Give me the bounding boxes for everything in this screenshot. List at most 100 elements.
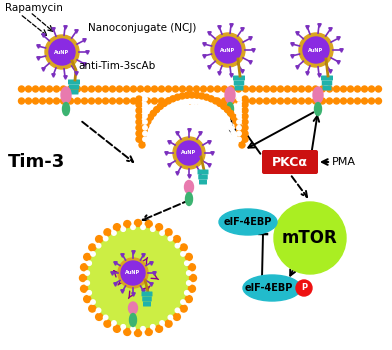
Circle shape [96,308,101,313]
Circle shape [136,131,142,137]
Circle shape [123,98,129,104]
Circle shape [354,98,361,104]
Circle shape [143,97,147,101]
Circle shape [118,258,148,288]
Circle shape [237,126,241,130]
FancyBboxPatch shape [143,301,151,307]
Circle shape [190,100,194,104]
Circle shape [225,119,230,123]
Circle shape [40,86,45,92]
Circle shape [305,98,312,104]
Circle shape [189,274,196,281]
Circle shape [145,98,151,104]
Text: Rapamycin: Rapamycin [5,3,63,13]
Circle shape [270,98,276,104]
Circle shape [341,86,347,92]
Circle shape [361,98,367,104]
Text: AuNP: AuNP [125,271,141,275]
Circle shape [151,227,155,231]
Circle shape [150,126,154,131]
Circle shape [233,118,239,125]
Circle shape [143,120,147,124]
Circle shape [147,139,151,143]
Circle shape [181,101,186,105]
FancyBboxPatch shape [69,84,79,90]
Circle shape [131,86,136,92]
Circle shape [187,281,191,285]
Circle shape [185,100,190,104]
FancyBboxPatch shape [233,76,245,80]
Circle shape [256,98,263,104]
Circle shape [298,86,305,92]
Circle shape [228,122,232,127]
Circle shape [45,35,79,69]
Circle shape [165,98,171,104]
Circle shape [194,86,200,92]
Circle shape [96,86,102,92]
Circle shape [74,98,80,104]
Circle shape [242,107,248,113]
Circle shape [96,313,103,320]
Circle shape [242,136,248,142]
Circle shape [242,113,248,119]
Circle shape [18,86,24,92]
Circle shape [85,271,89,275]
Text: anti-Tim-3scAb: anti-Tim-3scAb [78,61,155,71]
Circle shape [180,98,185,104]
Circle shape [220,112,225,117]
Circle shape [173,103,178,107]
Circle shape [103,236,108,241]
Circle shape [232,134,236,139]
Circle shape [285,98,290,104]
Circle shape [221,86,227,92]
Circle shape [237,103,241,107]
Circle shape [96,236,103,243]
Circle shape [179,93,185,99]
Circle shape [109,98,116,104]
Circle shape [147,114,153,120]
Circle shape [206,103,211,107]
Text: mTOR: mTOR [282,229,338,247]
Circle shape [136,125,142,131]
Text: PMA: PMA [332,157,356,167]
Circle shape [156,224,163,231]
Circle shape [237,97,241,101]
Circle shape [136,113,142,119]
Circle shape [181,252,185,256]
Circle shape [285,86,290,92]
Circle shape [237,131,241,136]
Text: AuNP: AuNP [181,150,196,155]
Circle shape [116,98,122,104]
Circle shape [263,86,269,92]
Circle shape [174,94,180,100]
Circle shape [347,98,354,104]
Circle shape [376,98,381,104]
Circle shape [53,86,60,92]
Circle shape [165,229,172,236]
Circle shape [151,110,156,116]
Circle shape [143,123,149,129]
Circle shape [33,86,38,92]
Text: PKCα: PKCα [272,155,308,168]
FancyBboxPatch shape [69,90,78,95]
Circle shape [104,320,111,327]
Circle shape [249,98,256,104]
Circle shape [151,86,158,92]
Polygon shape [142,92,242,145]
Circle shape [239,142,245,148]
Ellipse shape [61,87,71,103]
Circle shape [175,308,180,313]
Ellipse shape [313,87,323,103]
Circle shape [121,261,145,285]
Circle shape [149,130,153,135]
Circle shape [270,86,276,92]
Circle shape [184,92,190,98]
Circle shape [327,98,332,104]
Circle shape [189,285,196,292]
Circle shape [143,103,147,107]
Circle shape [214,107,218,111]
Circle shape [80,274,87,281]
Circle shape [217,100,223,106]
Circle shape [112,321,116,325]
Circle shape [256,86,263,92]
